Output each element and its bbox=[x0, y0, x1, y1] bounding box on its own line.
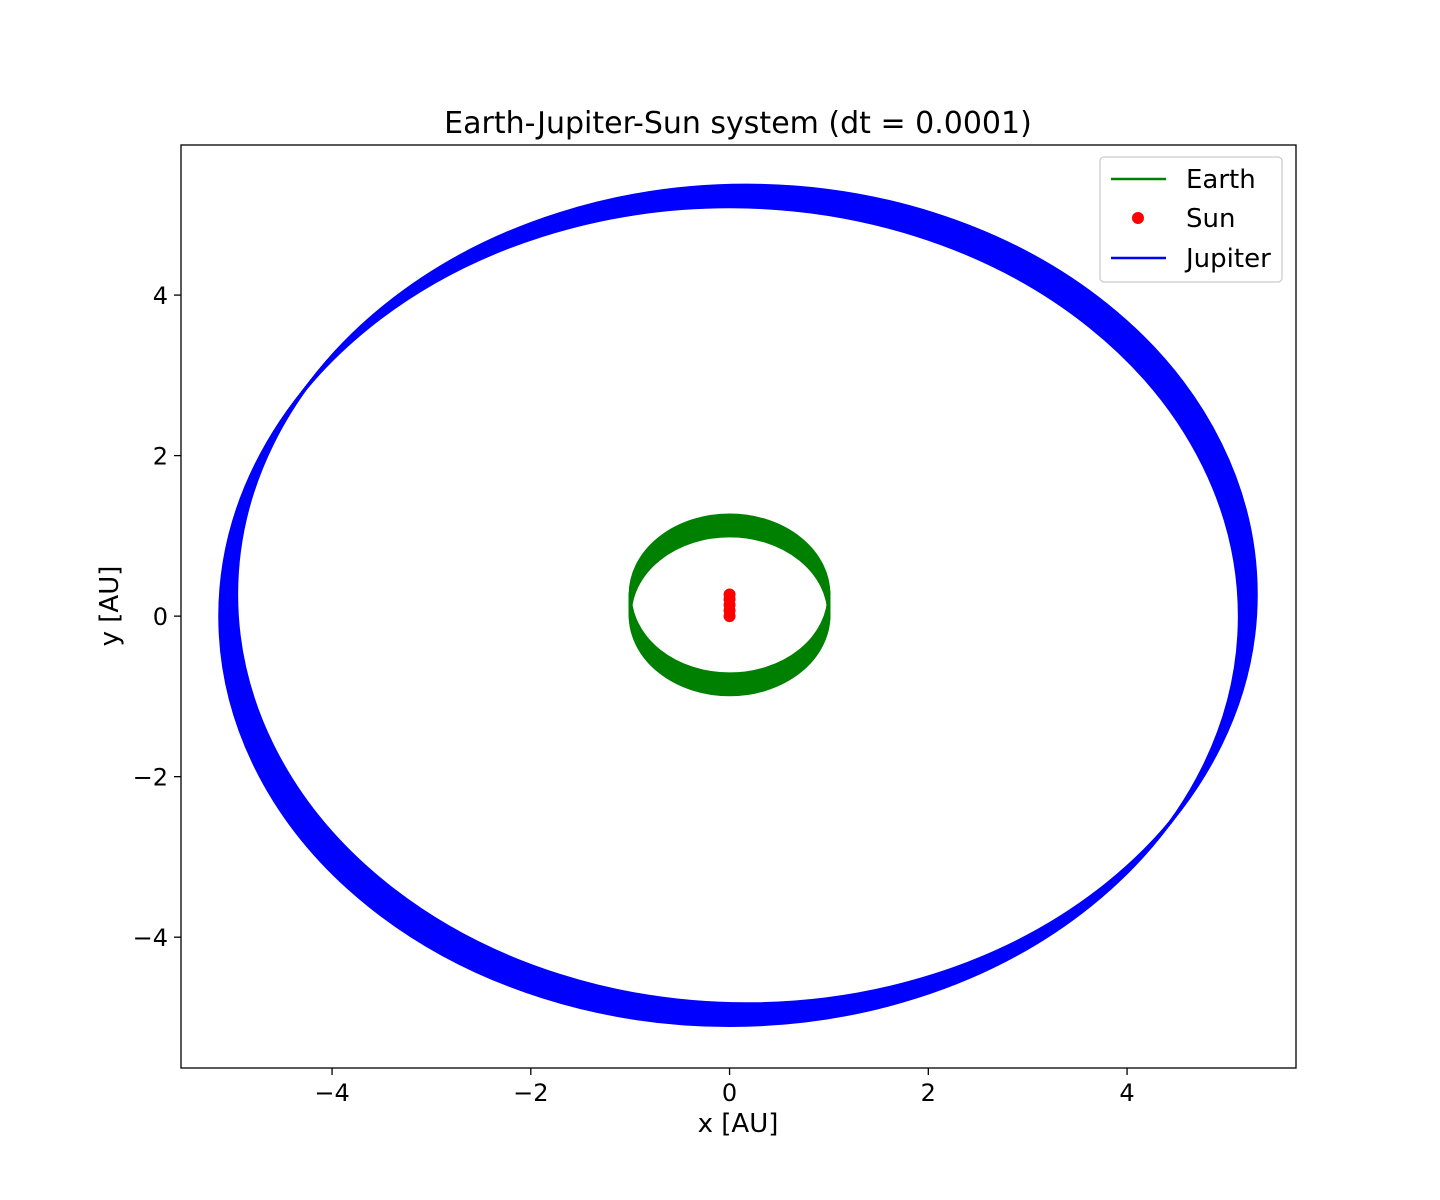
x-tick-label: −2 bbox=[513, 1079, 548, 1107]
legend-earth-label: Earth bbox=[1186, 165, 1256, 195]
x-axis: −4 −2 0 2 4 bbox=[314, 1068, 1135, 1107]
y-axis: −4 −2 0 2 4 bbox=[133, 282, 181, 952]
legend-sun-label: Sun bbox=[1186, 204, 1235, 234]
sun-position-point bbox=[723, 588, 736, 601]
x-axis-label: x [AU] bbox=[698, 1109, 779, 1139]
jupiter-orbit-line bbox=[235, 183, 1258, 1006]
legend-jupiter-label: Jupiter bbox=[1184, 244, 1271, 274]
x-tick-label: 0 bbox=[722, 1079, 737, 1107]
earth-orbit-line bbox=[628, 513, 831, 676]
x-tick-label: 4 bbox=[1119, 1079, 1134, 1107]
legend-sun-swatch bbox=[1132, 212, 1144, 224]
x-tick-label: 2 bbox=[921, 1079, 936, 1107]
plot-area-frame bbox=[180, 144, 1297, 1069]
y-tick-label: 2 bbox=[153, 443, 168, 471]
legend: Earth Sun Jupiter bbox=[1099, 156, 1283, 283]
y-tick-label: 0 bbox=[153, 603, 168, 631]
y-tick-label: −4 bbox=[133, 924, 168, 952]
y-tick-label: 4 bbox=[153, 282, 168, 310]
y-axis-label: y [AU] bbox=[95, 566, 125, 647]
series-layer bbox=[218, 183, 1258, 1027]
x-tick-label: −4 bbox=[314, 1079, 349, 1107]
legend-frame bbox=[1099, 156, 1283, 283]
chart-title: Earth-Jupiter-Sun system (dt = 0.0001) bbox=[444, 106, 1032, 141]
y-tick-label: −2 bbox=[133, 764, 168, 792]
